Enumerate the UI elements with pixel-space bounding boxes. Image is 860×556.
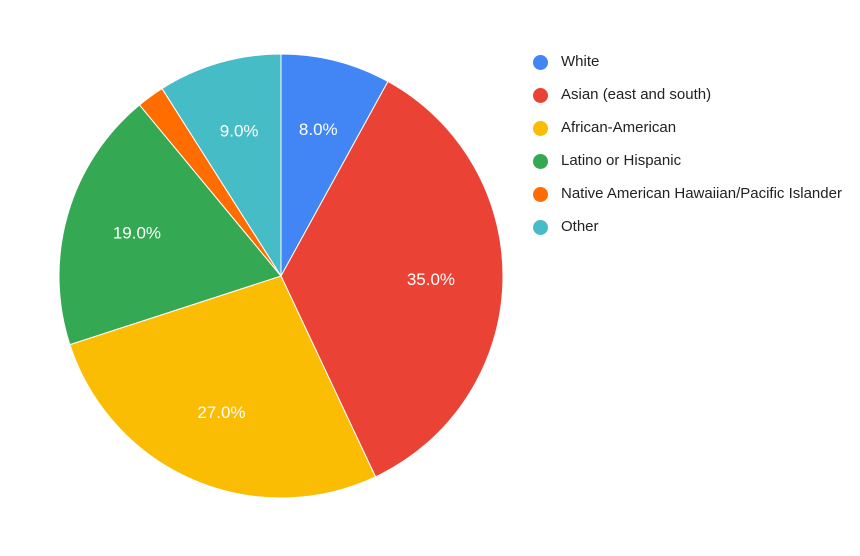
legend-item-other[interactable]: Other — [533, 218, 843, 236]
pie-slice-african-american — [69, 275, 377, 499]
legend-label: White — [561, 53, 600, 70]
legend-swatch — [533, 154, 548, 169]
slice-label-other: 9.0% — [220, 121, 259, 140]
legend-swatch — [533, 121, 548, 136]
slice-label-african-american: 27.0% — [197, 403, 245, 422]
pie-slice-white — [280, 53, 389, 277]
legend-label: Asian (east and south) — [561, 86, 712, 103]
legend-item-african-american[interactable]: African-American — [533, 119, 843, 137]
legend-label: Other — [561, 218, 599, 235]
legend-label: Native American Hawaiian/Pacific Islande… — [561, 185, 842, 202]
slice-label-asian-east-and-south: 35.0% — [407, 270, 455, 289]
slice-label-latino-or-hispanic: 19.0% — [113, 224, 161, 243]
legend-label: Latino or Hispanic — [561, 152, 682, 169]
legend-swatch — [533, 220, 548, 235]
slice-label-white: 8.0% — [299, 120, 338, 139]
legend-item-asian-east-and-south[interactable]: Asian (east and south) — [533, 86, 843, 104]
legend-swatch — [533, 187, 548, 202]
pie-slice-latino-or-hispanic — [58, 104, 282, 346]
legend: White Asian (east and south) African-Ameri… — [533, 53, 843, 251]
pie-chart-plot: 8.0% 35.0% 27.0% 19.0% 9.0% — [58, 53, 504, 499]
legend-item-latino-or-hispanic[interactable]: Latino or Hispanic — [533, 152, 843, 170]
pie-slice-asian-east-and-south — [280, 80, 504, 478]
legend-swatch — [533, 55, 548, 70]
pie-slice-other — [161, 53, 282, 278]
legend-item-native-american-hawaiian-pacific-islander[interactable]: Native American Hawaiian/Pacific Islande… — [533, 185, 843, 203]
legend-label: African-American — [561, 119, 677, 136]
legend-swatch — [533, 88, 548, 103]
legend-item-white[interactable]: White — [533, 53, 843, 71]
